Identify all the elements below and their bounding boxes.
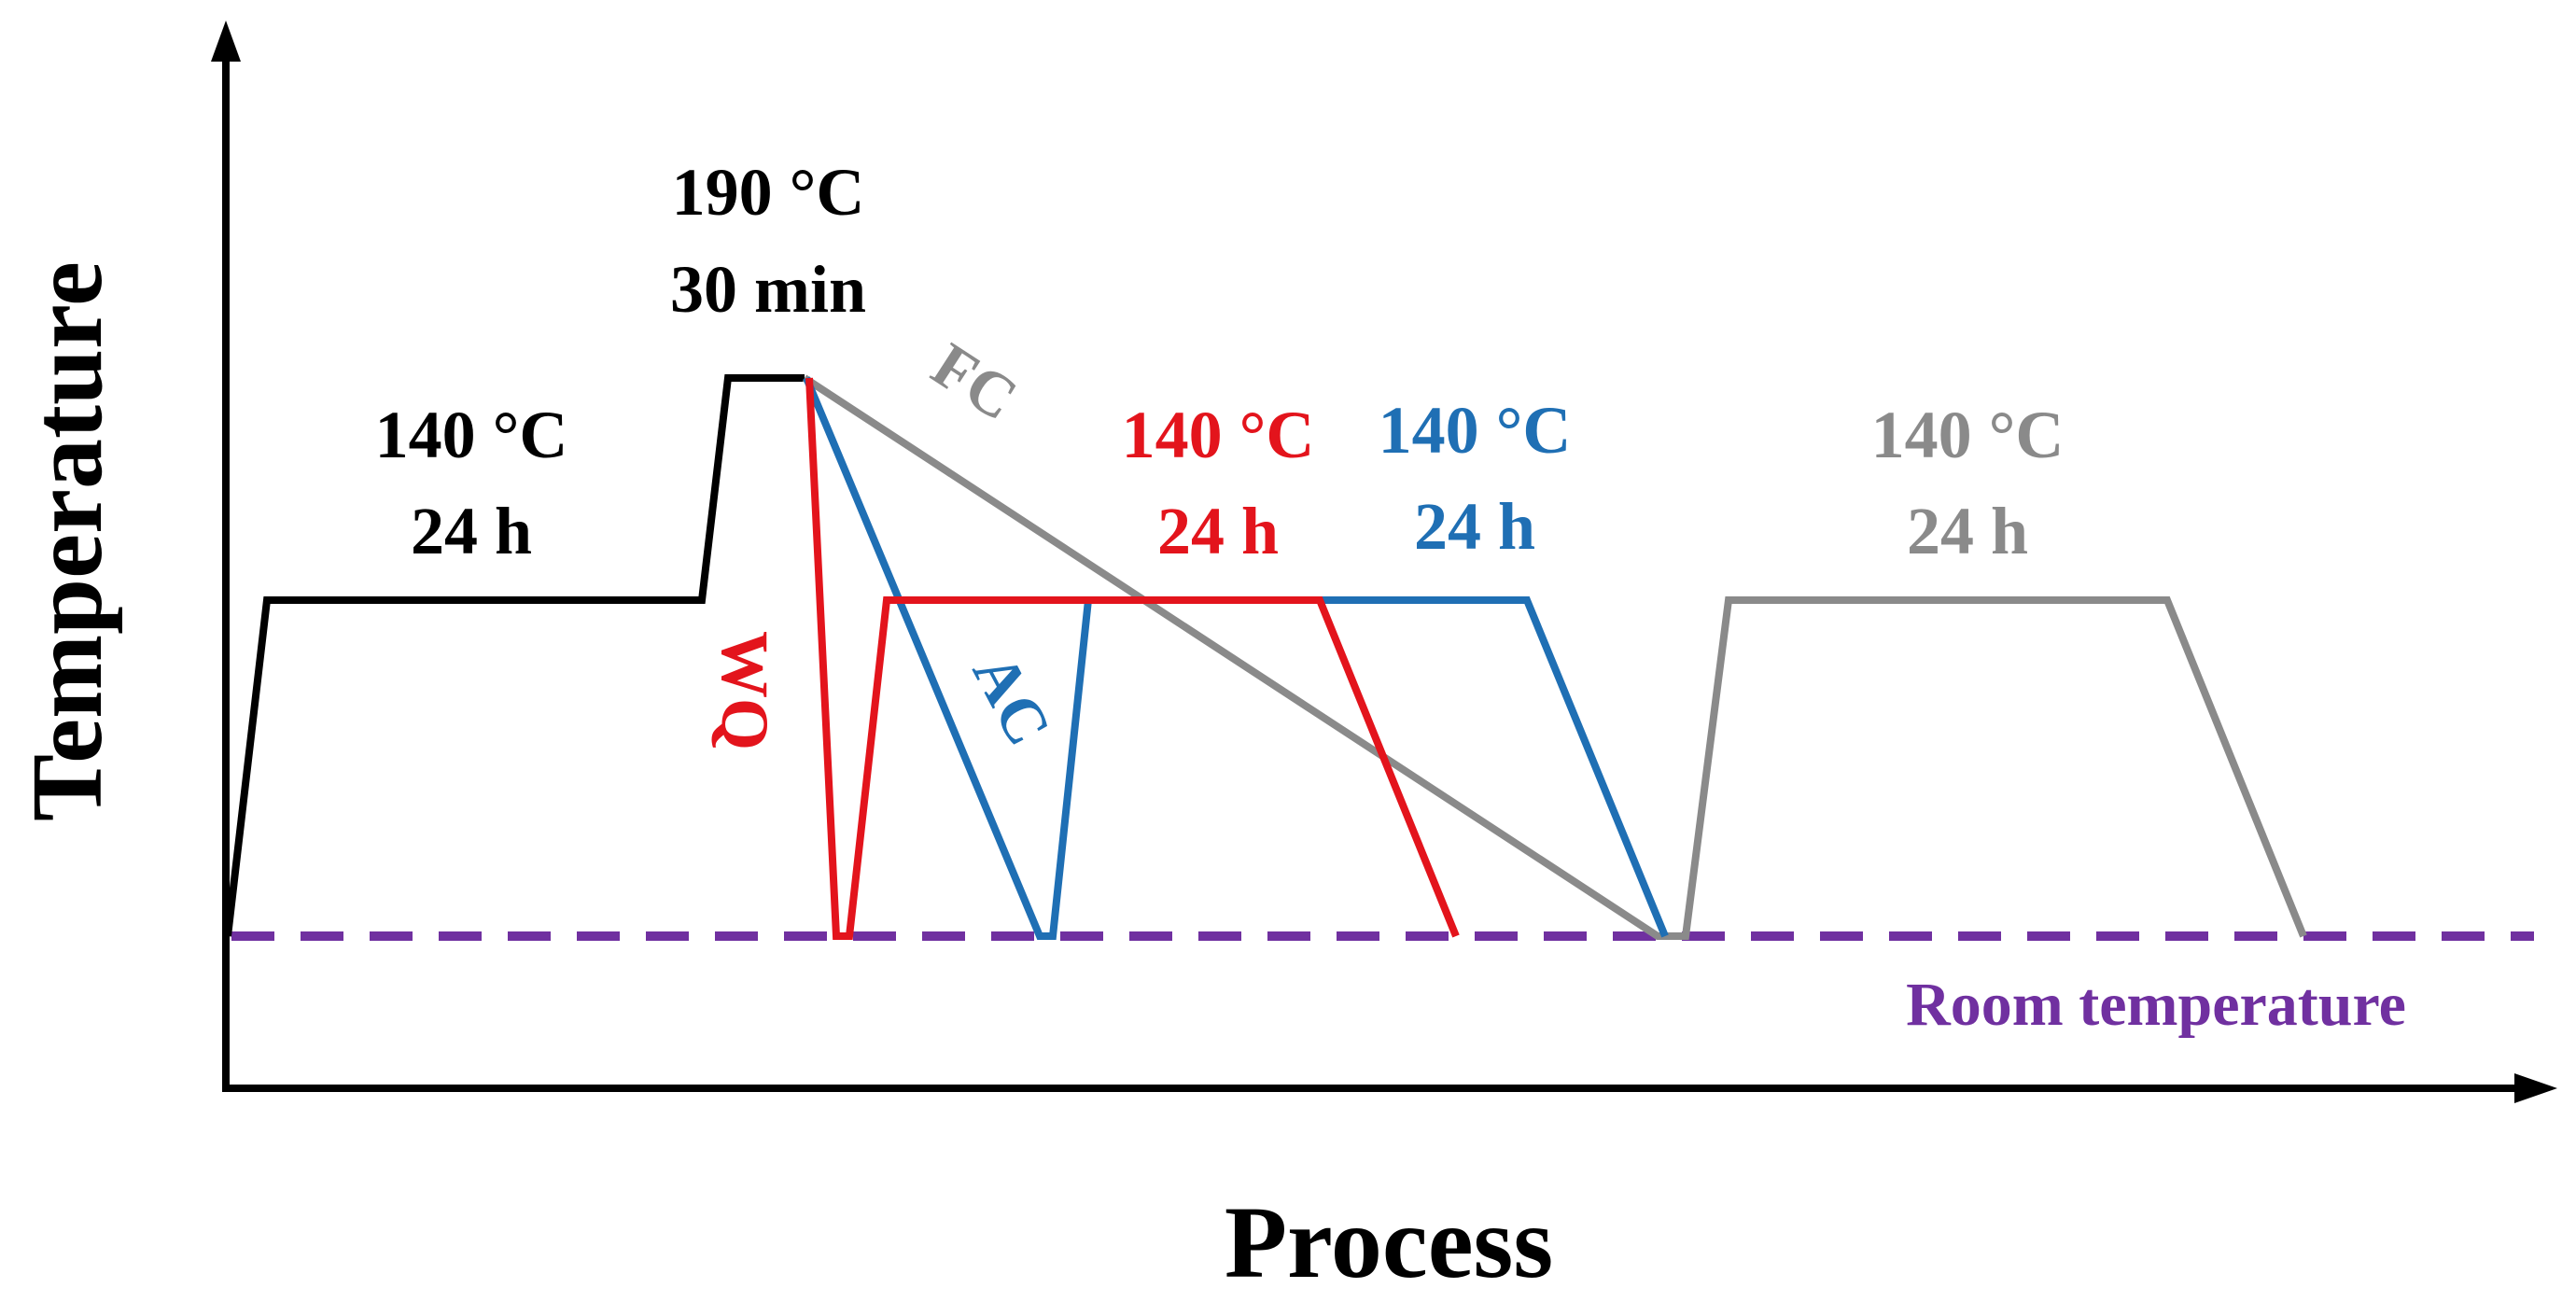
wq-age-temp-label: 140 °C [1122, 398, 1315, 472]
y-axis-arrow [211, 21, 241, 62]
fc-age-time-label: 24 h [1907, 494, 2028, 568]
x-axis-arrow [2514, 1073, 2557, 1103]
room-temperature-label: Room temperature [1906, 971, 2406, 1039]
wq-age-time-label: 24 h [1157, 494, 1279, 568]
fc-age-temp-label: 140 °C [1871, 398, 2065, 472]
initial-treatment-path [224, 374, 805, 937]
initial-time-label: 24 h [411, 494, 532, 568]
fc-label: FC [920, 329, 1029, 434]
ac-path [803, 376, 1669, 940]
wq-path [805, 377, 1460, 940]
wq-label: WQ [707, 631, 782, 750]
ac-age-time-label: 24 h [1414, 489, 1535, 564]
ac-age-temp-label: 140 °C [1379, 393, 1572, 468]
solution-temp-label: 190 °C [672, 155, 865, 230]
y-axis-label: Temperature [12, 261, 123, 821]
x-axis-label: Process [1225, 1185, 1553, 1299]
ac-label: AC [959, 642, 1065, 756]
initial-temp-label: 140 °C [375, 398, 568, 472]
fc-path [802, 374, 2307, 940]
solution-time-label: 30 min [670, 252, 866, 327]
